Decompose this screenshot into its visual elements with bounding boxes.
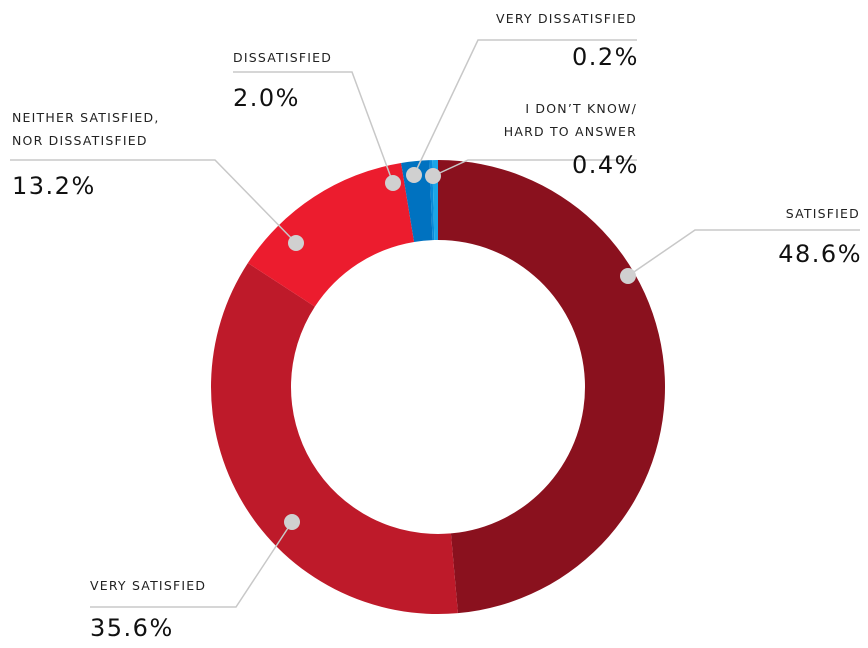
donut-slice — [211, 262, 458, 614]
slice-label: I DON’T KNOW/ HARD TO ANSWER — [503, 101, 637, 139]
donut-slice — [247, 163, 415, 307]
slice-label: NEITHER SATISFIED, NOR DISSATISFIED — [12, 110, 160, 148]
leader-line — [233, 71, 394, 184]
donut-slice — [438, 160, 665, 614]
leader-line — [90, 521, 293, 608]
leader-dot — [425, 168, 441, 184]
value-label: 2.0% — [233, 84, 300, 112]
leader-line — [413, 39, 637, 176]
slice-label: DISSATISFIED — [233, 50, 333, 65]
value-label: 13.2% — [12, 172, 96, 200]
leader-dot — [385, 175, 401, 191]
leader-dot — [288, 235, 304, 251]
leader-line — [432, 159, 637, 177]
slice-label: SATISFIED — [785, 206, 860, 221]
leader-line — [10, 159, 297, 244]
leader-dot — [406, 167, 422, 183]
value-label: 48.6% — [778, 240, 862, 268]
value-label: 0.2% — [572, 43, 639, 71]
leader-line — [627, 229, 860, 277]
slice-label: VERY DISSATISFIED — [496, 11, 637, 26]
leader-dot — [284, 514, 300, 530]
value-label: 0.4% — [572, 151, 639, 179]
value-label: 35.6% — [90, 614, 174, 642]
slice-label: VERY SATISFIED — [90, 578, 207, 593]
leader-dot — [620, 268, 636, 284]
